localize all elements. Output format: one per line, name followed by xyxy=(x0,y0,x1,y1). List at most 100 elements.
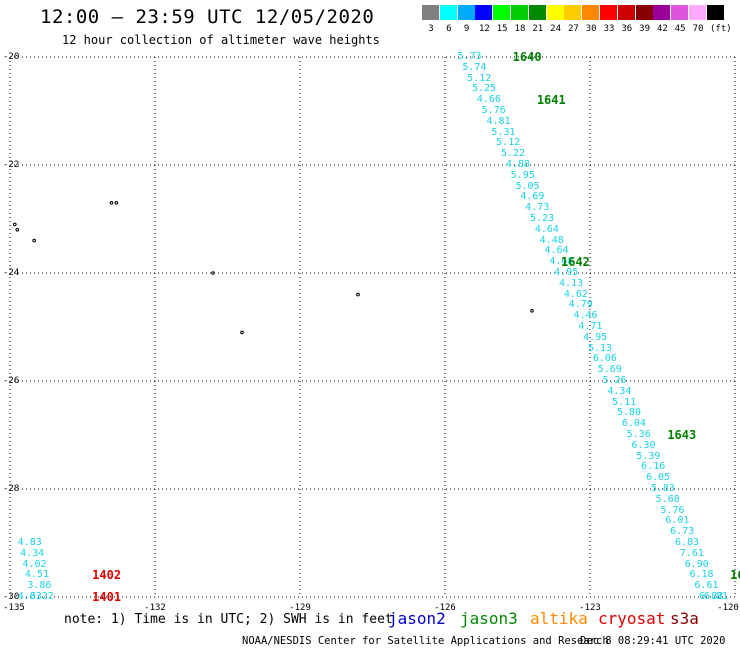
legend-label: 24 xyxy=(550,24,562,34)
wave-height-value: 6.18 xyxy=(689,569,714,581)
wave-height-value: 4.62 xyxy=(563,288,588,300)
wave-height-value: 4.95 xyxy=(554,267,579,278)
wave-height-value: 5.31 xyxy=(491,126,516,138)
pass-number-label: 1642 xyxy=(561,255,590,270)
pass-number-label: 1640 xyxy=(512,50,542,64)
legend-label: 39 xyxy=(639,24,651,34)
wave-height-value: 3.86 xyxy=(27,580,52,592)
legend-label: 18 xyxy=(514,24,526,34)
wave-height-value: 5.05 xyxy=(515,180,540,192)
wave-height-value: 4.83 xyxy=(17,537,42,548)
legend-swatch xyxy=(706,5,724,20)
island-marker xyxy=(15,228,20,232)
legend-label: 15 xyxy=(496,24,508,34)
wave-height-value: 6.61 xyxy=(694,580,719,592)
wave-height-value: 5.76 xyxy=(481,105,506,116)
lon-tick-label: -129 xyxy=(289,603,311,613)
legend-label: 42 xyxy=(656,24,668,34)
satellite-name: altika xyxy=(530,609,588,628)
wave-height-value: 6.06 xyxy=(592,353,617,365)
wave-height-value: 4.13 xyxy=(559,277,584,289)
lat-tick-label: -22 xyxy=(3,160,20,170)
wave-height-value: 4.69 xyxy=(520,191,545,203)
pass-number-label: 1401 xyxy=(92,590,122,604)
legend-label: 30 xyxy=(585,24,597,34)
legend-swatch xyxy=(617,5,635,20)
legend-swatch xyxy=(582,5,600,20)
lat-tick-label: -28 xyxy=(3,484,20,494)
wave-height-value: 6.04 xyxy=(621,418,646,430)
wave-height-value: 4.95 xyxy=(583,331,608,343)
legend-swatch xyxy=(653,5,671,20)
wave-height-value: 6.82 xyxy=(699,591,724,602)
island-marker xyxy=(114,201,119,205)
lat-tick-label: -26 xyxy=(3,376,20,386)
island-marker xyxy=(13,222,17,227)
legend-label: 9 xyxy=(463,24,470,34)
wave-height-value: 5.80 xyxy=(617,407,642,419)
lat-tick-label: -20 xyxy=(3,52,20,62)
wave-height-value: 4.02 xyxy=(22,558,47,570)
wave-height-value: 6.16 xyxy=(641,461,666,473)
wave-height-value: 4.64 xyxy=(534,223,559,235)
legend-unit: (ft) xyxy=(710,24,732,34)
lat-tick-label: -30 xyxy=(3,592,20,602)
lon-tick-label: -126 xyxy=(434,603,456,613)
pass-number-label: 1643 xyxy=(667,428,697,442)
wave-height-value: 5.12 xyxy=(496,137,521,149)
pass-number-label: 1644 xyxy=(730,568,740,583)
wave-height-value: 5.69 xyxy=(597,364,622,376)
legend-swatch xyxy=(457,5,475,20)
legend-swatch xyxy=(671,5,689,20)
wave-height-value: 6.83 xyxy=(675,537,700,548)
wave-height-value: 4.68 xyxy=(549,256,574,268)
legend-swatch xyxy=(689,5,706,20)
legend-swatch xyxy=(422,5,439,20)
wave-height-value: 5.22 xyxy=(501,148,526,160)
wave-height-value: 4.34 xyxy=(607,385,632,397)
footer-note: note: 1) Time is in UTC; 2) SWH is in fe… xyxy=(64,612,393,627)
island-marker xyxy=(32,238,36,243)
timestamp: Dec 8 08:29:41 UTC 2020 xyxy=(580,635,726,647)
wave-height-value: 5.83 xyxy=(650,483,675,494)
wave-height-value: 4.88 xyxy=(505,159,530,170)
wave-height-value: 6.73 xyxy=(670,526,695,538)
legend-swatch xyxy=(564,5,582,20)
pass-number-label: 1402 xyxy=(92,568,122,583)
legend-swatch xyxy=(546,5,564,20)
wave-height-value: 5.76 xyxy=(660,504,685,516)
legend-label: 33 xyxy=(603,24,615,34)
wave-height-value: 5.95 xyxy=(510,169,535,181)
wave-height-value: 5.23 xyxy=(530,213,555,224)
legend-label: 6 xyxy=(446,24,452,34)
satellite-name: s3a xyxy=(670,609,699,628)
wave-height-value: 5.25 xyxy=(472,83,497,95)
wave-height-value: 4.71 xyxy=(578,321,603,332)
legend-label: 3 xyxy=(428,24,434,34)
wave-height-value: 5.12 xyxy=(467,72,492,84)
wave-height-value: 6.90 xyxy=(684,558,709,570)
wave-height-value: 5.39 xyxy=(636,450,661,462)
legend-swatch xyxy=(528,5,546,20)
lon-tick-label: -135 xyxy=(3,603,25,613)
lon-tick-label: -123 xyxy=(579,603,601,613)
page-title: 12:00 – 23:59 UTC 12/05/2020 xyxy=(40,6,375,28)
wave-height-value: 6.81 xyxy=(704,591,729,602)
legend-label: 70 xyxy=(692,24,704,34)
wave-height-value: 5.68 xyxy=(655,493,680,505)
wave-height-value: 4.46 xyxy=(573,310,598,322)
satellite-name: jason2 xyxy=(388,609,446,628)
wave-height-value: 5.26 xyxy=(602,375,627,386)
legend-swatch xyxy=(600,5,617,20)
credit-text: NOAA/NESDIS Center for Satellite Applica… xyxy=(242,635,609,647)
island-marker xyxy=(211,271,215,275)
legend-swatch xyxy=(635,5,653,20)
wave-height-value: 6.01 xyxy=(665,515,690,527)
wave-height-value: 4.73 xyxy=(525,202,550,214)
wave-height-value: 4.51 xyxy=(24,569,49,581)
satellite-name: jason3 xyxy=(460,609,518,628)
wave-height-value: 4.64 xyxy=(544,245,569,257)
island-marker xyxy=(109,201,114,205)
island-marker xyxy=(356,292,360,297)
